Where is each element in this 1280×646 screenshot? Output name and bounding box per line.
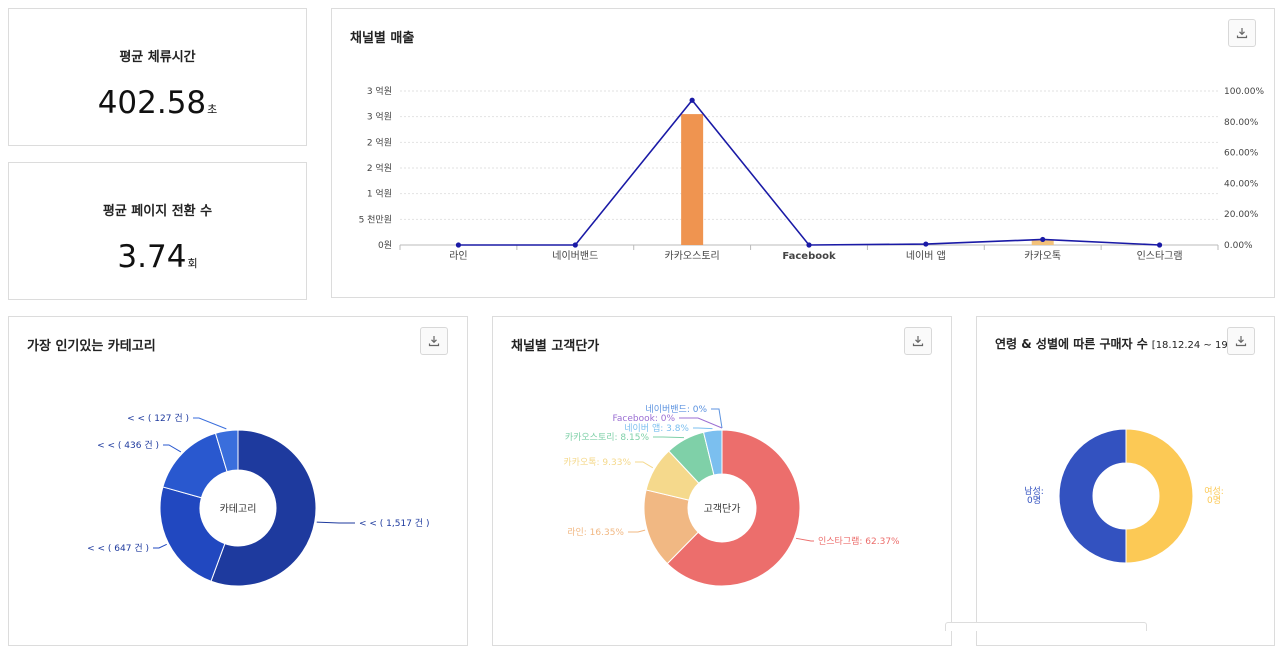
x-tick-label: 네이버 앱 — [906, 250, 946, 262]
category-label: < < ( 127 건 ) — [127, 413, 189, 424]
download-button[interactable] — [1227, 327, 1255, 355]
x-tick-label: 카카오스토리 — [665, 250, 720, 262]
y-left-tick-label: 3 억원 — [367, 111, 392, 123]
sales-bar — [1031, 240, 1054, 245]
gender-slice — [1125, 428, 1194, 564]
stat-title: 평균 페이지 전환 수 — [102, 204, 213, 219]
unit-price-label: Facebook: 0% — [613, 414, 676, 424]
stat-card-avg-duration: 평균 체류시간 402.58초 — [8, 8, 307, 146]
y-right-tick-label: 60.00% — [1224, 149, 1259, 159]
line-point — [1156, 242, 1163, 248]
x-tick-label: 네이버밴드 — [552, 250, 598, 262]
line-point — [806, 242, 812, 248]
stat-unit: 회 — [187, 257, 198, 270]
sales-bar — [681, 114, 704, 245]
line-point — [455, 242, 462, 248]
channel-sales-chart: 0원 5 천만원 1 억원 2 억원 2 억원 3 억원 3 억원 0.00% 20.00% 40… — [359, 85, 1265, 262]
category-slice — [210, 429, 317, 587]
stat-number: 3.74 — [117, 239, 187, 275]
donut-center-label: 카테고리 — [220, 503, 257, 515]
y-left-tick-label: 1 억원 — [367, 188, 392, 200]
download-icon — [1236, 28, 1248, 39]
line-point — [689, 97, 695, 103]
y-left-tick-label: 3 억원 — [367, 85, 392, 97]
label-leader-line — [795, 537, 814, 542]
category-slice — [162, 432, 228, 499]
stat-number: 402.58 — [97, 85, 207, 121]
label-leader-line — [653, 436, 685, 439]
category-label: < < ( 436 건 ) — [97, 440, 159, 451]
label-leader-line — [193, 417, 227, 430]
line-point — [1040, 236, 1046, 243]
category-donut-chart: 카테고리 < < ( 1,517 건 ) < < ( 647 건 ) < < ( 43… — [87, 413, 429, 587]
male-count: 0명 — [1027, 495, 1041, 506]
label-leader-line — [635, 461, 654, 469]
donut-center-label: 고객단가 — [704, 503, 741, 515]
category-label: < < ( 1,517 건 ) — [359, 518, 429, 529]
male-label: 남성: — [1024, 486, 1044, 497]
download-icon — [912, 336, 924, 347]
stat-value: 3.74회 — [9, 239, 306, 275]
unit-price-label: 네이버밴드: 0% — [645, 404, 707, 415]
stat-value: 402.58초 — [9, 85, 306, 121]
category-slice — [159, 486, 226, 582]
label-leader-line — [693, 427, 713, 430]
bottom-popup-edge — [945, 622, 1147, 631]
label-leader-line — [163, 444, 182, 453]
x-tick-label: Facebook — [782, 251, 836, 262]
y-left-tick-label: 2 억원 — [367, 136, 392, 148]
download-button[interactable] — [904, 327, 932, 355]
unit-price-label: 인스타그램: 62.37% — [818, 535, 900, 547]
unit-price-label: 카카오스토리: 8.15% — [565, 432, 650, 443]
unit-price-label: 라인: 16.35% — [567, 527, 624, 538]
y-right-tick-label: 20.00% — [1224, 210, 1259, 220]
category-label: < < ( 647 건 ) — [87, 543, 149, 554]
x-tick-label: 카카오톡 — [1024, 250, 1061, 262]
unit-price-slice — [666, 429, 801, 587]
popular-category-card: 가장 인기있는 카테고리 카테고리 < < ( 1,517 건 ) < < ( 64… — [8, 316, 468, 646]
unit-price-label: 카카오톡: 9.33% — [563, 457, 631, 468]
female-count: 0명 — [1207, 495, 1221, 506]
percent-line — [458, 98, 1160, 246]
download-icon — [428, 336, 440, 347]
y-right-tick-label: 0.00% — [1224, 241, 1253, 251]
line-point — [572, 242, 578, 248]
download-icon — [1235, 336, 1247, 347]
download-button[interactable] — [420, 327, 448, 355]
label-leader-line — [628, 529, 646, 533]
stat-unit: 초 — [207, 103, 218, 116]
card-title: 채널별 매출 — [350, 31, 415, 46]
date-range: [18.12.24 ~ 19.01 — [1151, 340, 1244, 351]
label-leader-line — [153, 543, 167, 549]
label-leader-line — [316, 521, 355, 524]
y-left-tick-label: 5 천만원 — [359, 214, 392, 225]
x-tick-label: 라인 — [449, 250, 467, 262]
y-right-tick-label: 80.00% — [1224, 118, 1259, 128]
label-leader-line — [679, 417, 723, 429]
line-point — [923, 241, 929, 247]
unit-price-label: 네이버 앱: 3.8% — [624, 422, 689, 434]
card-title-text: 연령 & 성별에 따른 구매자 수 — [995, 337, 1148, 351]
category-slice — [214, 429, 239, 473]
label-leader-line — [711, 408, 723, 429]
female-label: 여성: — [1204, 485, 1224, 497]
gender-slice — [1058, 428, 1127, 564]
card-title: 가장 인기있는 카테고리 — [27, 339, 156, 354]
y-left-tick-label: 0원 — [378, 240, 392, 251]
x-tick-label: 인스타그램 — [1137, 250, 1183, 262]
channel-sales-card: 채널별 매출 0원 5 천만원 1 억원 2 억원 2 억원 3 억원 3 억원 0.00% 2… — [331, 8, 1275, 298]
card-title: 채널별 고객단가 — [511, 339, 600, 354]
y-left-tick-label: 2 억원 — [367, 162, 392, 174]
y-right-tick-label: 100.00% — [1224, 87, 1264, 97]
stat-card-avg-page-views: 평균 페이지 전환 수 3.74회 — [8, 162, 307, 300]
card-title: 연령 & 성별에 따른 구매자 수 [18.12.24 ~ 19.01 — [995, 335, 1244, 352]
age-gender-buyers-card: 연령 & 성별에 따른 구매자 수 [18.12.24 ~ 19.01 여성: 0명… — [976, 316, 1275, 646]
unit-price-slice — [702, 429, 723, 476]
download-button[interactable] — [1228, 19, 1256, 47]
y-right-tick-label: 40.00% — [1224, 179, 1259, 189]
stat-title: 평균 체류시간 — [119, 50, 196, 65]
